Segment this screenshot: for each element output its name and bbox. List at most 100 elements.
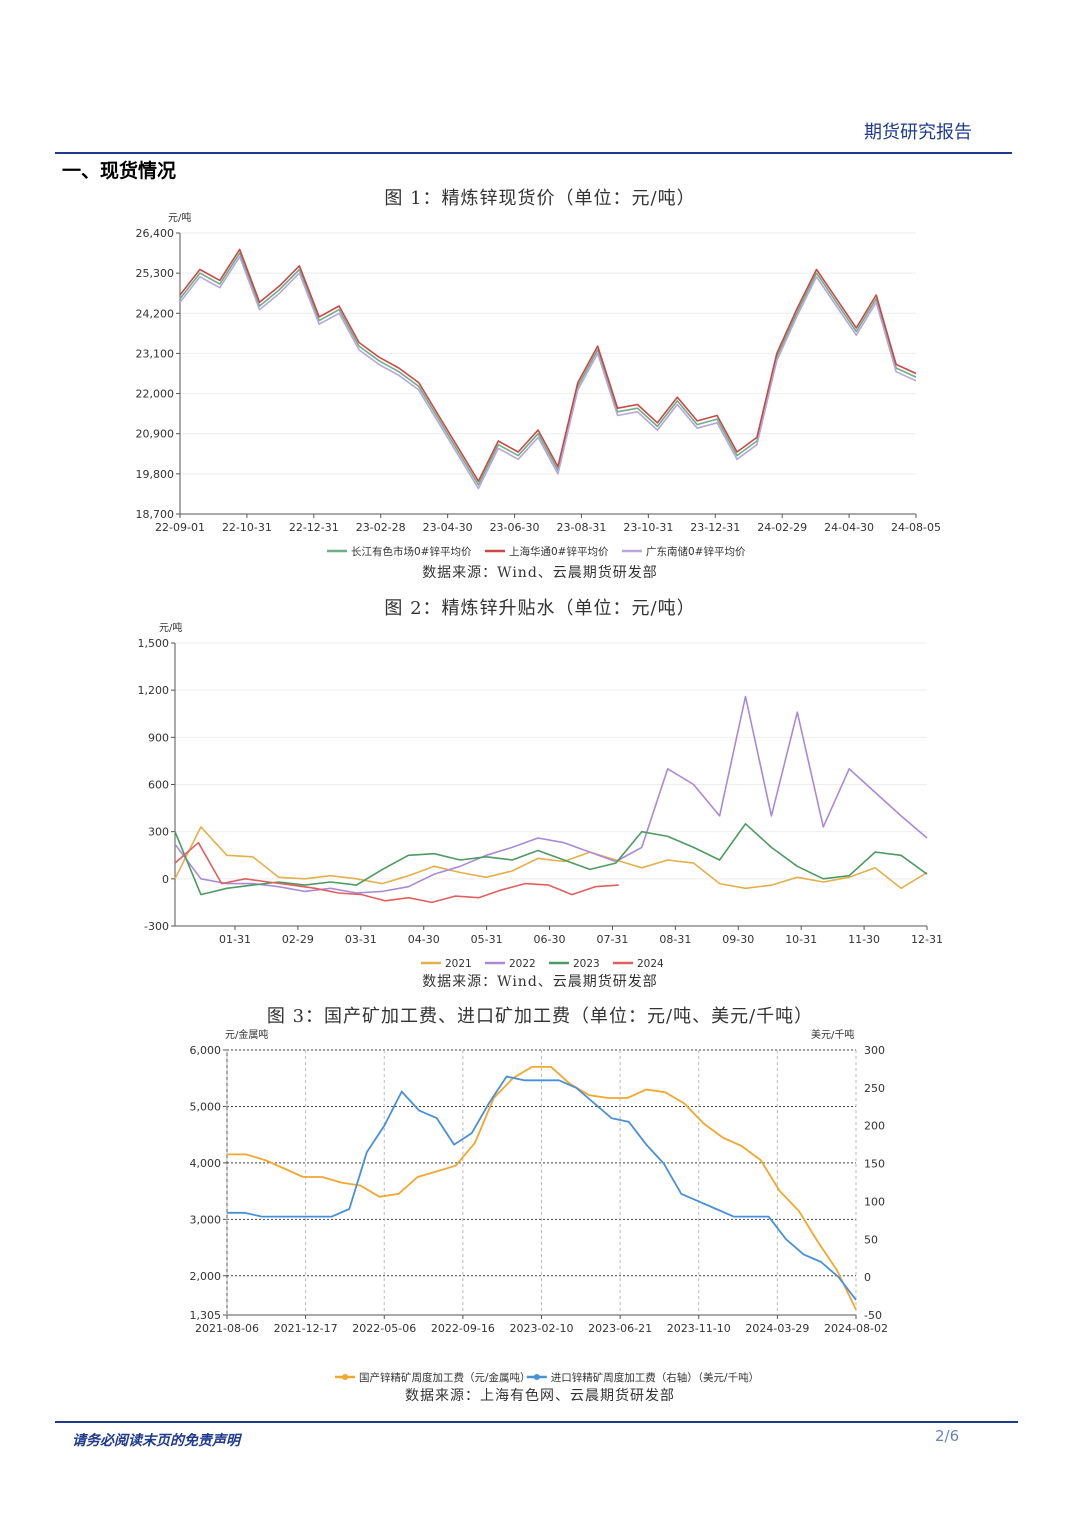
y-tick-label: 1,200 [138, 684, 170, 697]
y-tick-label: 24,200 [136, 307, 175, 320]
x-tick-label: 23-04-30 [423, 521, 473, 534]
y-tick-label: -300 [144, 920, 169, 933]
y-tick-label: 300 [148, 826, 169, 839]
x-tick-label: 22-12-31 [289, 521, 339, 534]
x-tick-label: 2021-08-06 [195, 1322, 259, 1335]
y-tick-label: 25,300 [136, 267, 175, 280]
y-axis-unit: 元/吨 [159, 621, 182, 634]
chart-zinc-processing-fee: 元/金属吨 美元/千吨 1,305 2,000 3,000 4,000 5,000 6,000… [190, 1028, 888, 1384]
y-tick-label: 26,400 [136, 227, 175, 240]
y-tick-label-right: 100 [864, 1195, 885, 1208]
x-tick-label: 10-31 [785, 933, 817, 946]
y-tick-label: 6,000 [190, 1044, 222, 1057]
x-tick-label: 09-30 [722, 933, 754, 946]
x-tick-label: 05-31 [471, 933, 503, 946]
series-line-1 [174, 826, 928, 890]
y-tick-label: 4,000 [190, 1157, 222, 1170]
x-tick-label: 07-31 [596, 933, 628, 946]
y-tick-label: 23,100 [136, 347, 175, 360]
legend-label: 2022 [509, 958, 536, 970]
x-tick-label: 23-08-31 [556, 521, 606, 534]
y-tick-label: 1,305 [190, 1309, 222, 1322]
y-tick-label: 900 [148, 731, 169, 744]
x-tick-label: 2023-02-10 [510, 1322, 574, 1335]
x-tick-label: 23-12-31 [690, 521, 740, 534]
series-line-2 [174, 695, 928, 894]
y-tick-label-right: 200 [864, 1120, 885, 1133]
y-tick-label-right: -50 [864, 1309, 882, 1322]
y-tick-label: 18,700 [136, 508, 175, 521]
y-axis-unit-right: 美元/千吨 [811, 1028, 854, 1041]
series-line-4 [174, 841, 619, 904]
y-tick-label-right: 300 [864, 1044, 885, 1057]
legend-label: 国产锌精矿周度加工费（元/金属吨） [359, 1371, 531, 1384]
legend-label: 2021 [445, 958, 472, 970]
figure-1-caption: 图 1：精炼锌现货价（单位：元/吨） [384, 188, 696, 209]
x-tick-label: 24-08-05 [891, 521, 941, 534]
legend-label: 上海华通0#锌平均价 [509, 545, 609, 558]
figure-3-caption: 图 3：国产矿加工费、进口矿加工费（单位：元/吨、美元/千吨） [266, 1006, 814, 1027]
report-type-title: 期货研究报告 [864, 122, 972, 143]
x-tick-label: 12-31 [911, 933, 943, 946]
x-tick-label: 04-30 [408, 933, 440, 946]
x-tick-label: 24-02-29 [757, 521, 807, 534]
legend-label: 长江有色市场0#锌平均价 [351, 545, 472, 558]
section-title: 一、现货情况 [62, 160, 177, 182]
legend-marker [342, 1374, 348, 1380]
x-tick-label: 06-30 [534, 933, 566, 946]
y-tick-label: 600 [148, 779, 169, 792]
y-tick-label-right: 50 [864, 1233, 878, 1246]
y-tick-label-right: 150 [864, 1158, 885, 1171]
figure-3-source: 数据来源：上海有色网、云晨期货研发部 [405, 1388, 675, 1404]
figure-2-caption: 图 2：精炼锌升贴水（单位：元/吨） [384, 598, 696, 619]
x-tick-label: 23-02-28 [356, 521, 406, 534]
x-tick-label: 03-31 [345, 933, 377, 946]
y-tick-label: 1,500 [138, 637, 170, 650]
x-tick-label: 01-31 [219, 933, 251, 946]
x-tick-label: 2024-08-02 [824, 1322, 888, 1335]
disclaimer-note: 请务必阅读末页的免责声明 [72, 1433, 240, 1449]
y-tick-label: 22,000 [136, 388, 175, 401]
figure-2-source: 数据来源：Wind、云晨期货研发部 [422, 974, 658, 990]
series-line-3 [179, 255, 917, 490]
x-tick-label: 2023-06-21 [588, 1322, 652, 1335]
x-tick-label: 2023-11-10 [667, 1322, 731, 1335]
x-tick-label: 02-29 [282, 933, 314, 946]
y-axis-unit: 元/吨 [168, 211, 191, 224]
legend-label: 2023 [573, 958, 600, 970]
y-tick-label: 20,900 [136, 428, 175, 441]
chart-zinc-spot-price: 元/吨 18,700 19,800 20,900 22,000 23,100 24,200 2… [136, 211, 941, 558]
page-number: 2/6 [935, 1427, 960, 1445]
y-tick-label: 0 [162, 873, 169, 886]
y-tick-label: 3,000 [190, 1213, 222, 1226]
x-tick-label: 11-30 [848, 933, 880, 946]
y-tick-label: 2,000 [190, 1270, 222, 1283]
y-tick-label-right: 0 [864, 1271, 871, 1284]
y-tick-label: 5,000 [190, 1100, 222, 1113]
y-axis-unit: 元/金属吨 [225, 1028, 268, 1041]
header-divider [55, 152, 1012, 154]
series-line-2 [179, 248, 917, 483]
x-tick-label: 2021-12-17 [274, 1322, 338, 1335]
x-tick-label: 22-09-01 [155, 521, 205, 534]
x-tick-label: 23-06-30 [490, 521, 540, 534]
chart-zinc-premium: 元/吨 -300 0 300 600 900 1,200 1,500 01-31 02-29 03-… [138, 621, 943, 970]
legend-label: 2024 [637, 958, 664, 970]
x-tick-label: 24-04-30 [824, 521, 874, 534]
figure-1-source: 数据来源：Wind、云晨期货研发部 [422, 565, 658, 581]
x-tick-label: 22-10-31 [222, 521, 272, 534]
x-tick-label: 08-31 [659, 933, 691, 946]
y-tick-label: 19,800 [136, 468, 175, 481]
x-tick-label: 2022-09-16 [431, 1322, 495, 1335]
series-line-2 [227, 1075, 857, 1301]
x-tick-label: 23-10-31 [623, 521, 673, 534]
legend-label: 广东南储0#锌平均价 [646, 545, 746, 558]
series-line-3 [174, 823, 928, 896]
y-tick-label-right: 250 [864, 1082, 885, 1095]
series-line-1 [179, 252, 917, 486]
footer-divider [55, 1421, 1018, 1423]
legend-label: 进口锌精矿周度加工费（右轴）（美元/千吨） [551, 1371, 759, 1384]
x-tick-label: 2024-03-29 [745, 1322, 809, 1335]
series-line-1 [227, 1066, 857, 1310]
legend-marker [533, 1374, 540, 1380]
